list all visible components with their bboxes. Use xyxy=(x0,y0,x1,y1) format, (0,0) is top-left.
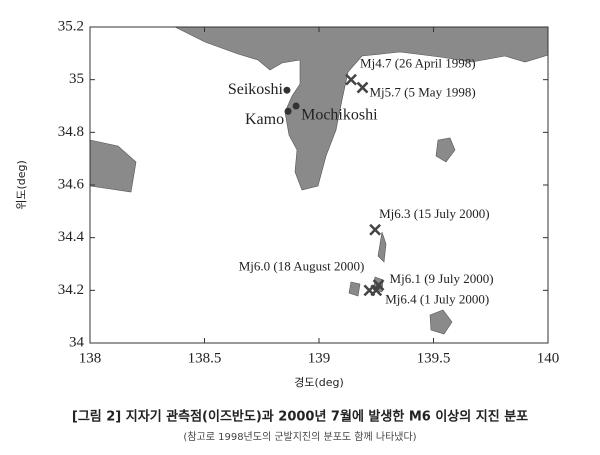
point-label: Mj5.7 (5 May 1998) xyxy=(370,85,476,100)
y-axis-label: 위도(deg) xyxy=(15,160,28,210)
island xyxy=(377,231,387,263)
x-tick-label: 140 xyxy=(537,350,560,366)
station-dot xyxy=(283,86,291,94)
island xyxy=(429,309,453,335)
y-tick-label: 34 xyxy=(69,334,85,350)
earthquake-x xyxy=(345,73,357,86)
x-tick-label: 138 xyxy=(79,350,102,366)
x-axis-label: 경도(deg) xyxy=(294,376,344,389)
point-label: Kamo xyxy=(245,111,284,128)
station-dot xyxy=(292,102,300,110)
point-label: Mochikoshi xyxy=(301,107,378,124)
earthquake-x xyxy=(369,223,381,236)
land xyxy=(90,139,137,193)
point-label: Mj6.4 (1 July 2000) xyxy=(385,291,489,306)
map-land xyxy=(90,27,548,335)
island xyxy=(348,281,361,297)
earthquake-x xyxy=(356,81,369,94)
point-label: Seikoshi xyxy=(228,81,284,98)
x-tick-label: 138.5 xyxy=(188,350,222,366)
y-tick-label: 35.2 xyxy=(58,18,84,34)
point-label: Mj6.0 (18 August 2000) xyxy=(239,258,365,273)
y-tick-label: 34.6 xyxy=(58,176,85,192)
x-tick-label: 139.5 xyxy=(417,350,451,366)
point-label: Mj4.7 (26 April 1998) xyxy=(360,56,476,71)
caption-subtitle: (참고로 1998년도의 군발지진의 분포도 함께 나타냈다) xyxy=(183,431,416,443)
y-tick-label: 35 xyxy=(69,71,84,87)
island xyxy=(435,137,456,163)
x-tick-label: 139 xyxy=(308,350,331,366)
y-tick-label: 34.4 xyxy=(58,229,85,245)
caption-title: [그림 2] 지자기 관측점(이즈반도)과 2000년 7월에 발생한 M6 이… xyxy=(72,409,528,425)
y-tick-label: 34.8 xyxy=(58,124,84,140)
y-tick-label: 34.2 xyxy=(58,282,84,298)
earthquake-x xyxy=(370,284,383,297)
point-label: Mj6.1 (9 July 2000) xyxy=(390,271,494,286)
station-dot xyxy=(284,107,292,115)
point-label: Mj6.3 (15 July 2000) xyxy=(379,206,490,221)
land xyxy=(174,27,548,191)
